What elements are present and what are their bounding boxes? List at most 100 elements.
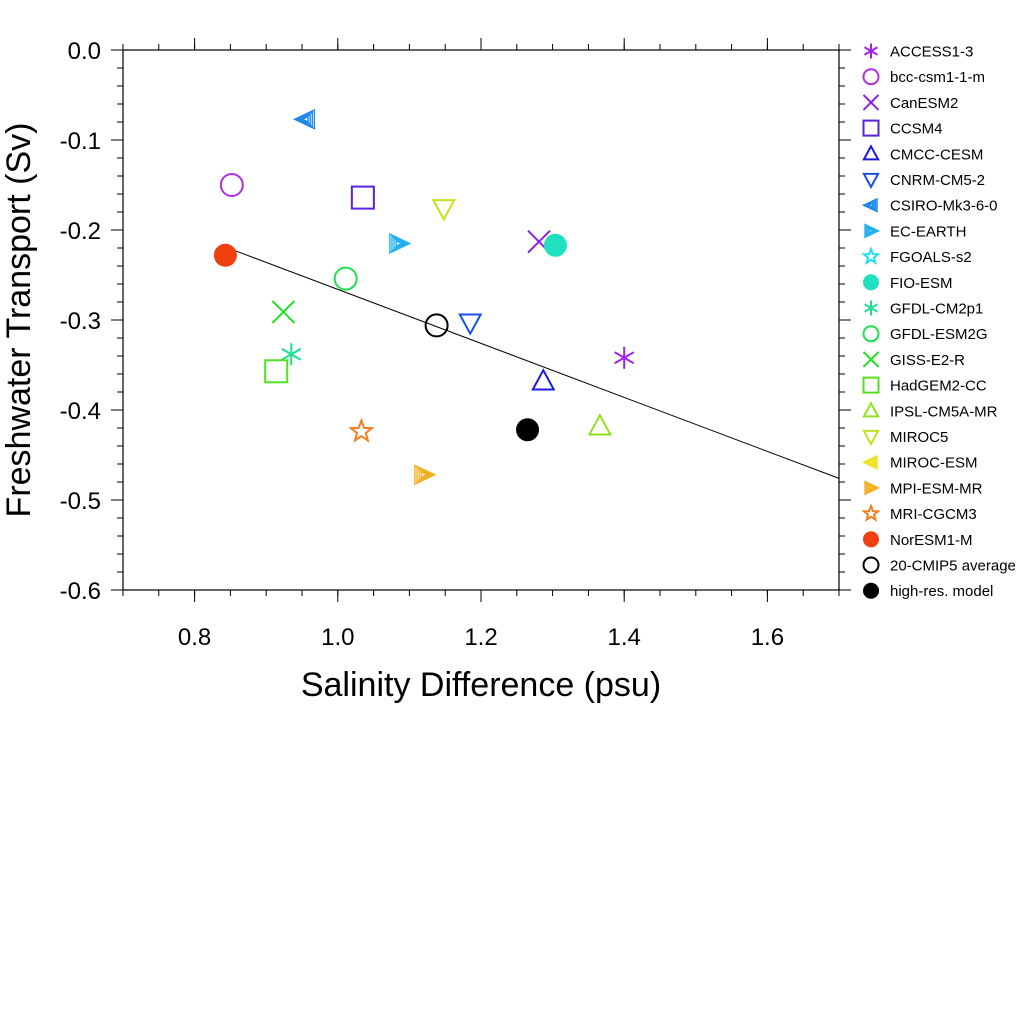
legend-marker (862, 351, 880, 368)
legend-item: MRI-CGCM3 (861, 503, 977, 523)
legend-label: MIROC5 (890, 429, 948, 446)
legend-marker (862, 94, 880, 111)
data-point (281, 343, 302, 366)
legend-marker (862, 172, 880, 190)
legend-item: GFDL-CM2p1 (864, 300, 983, 318)
data-point (516, 418, 540, 442)
legend-marker (862, 325, 880, 343)
data-point (543, 233, 567, 257)
legend-item: NorESM1-M (863, 531, 973, 549)
x-tick-label: 1.6 (751, 624, 784, 651)
legend-marker (864, 43, 878, 59)
data-point (414, 464, 437, 486)
data-point (292, 108, 316, 130)
legend-marker (862, 68, 880, 86)
legend-label: CCSM4 (890, 121, 943, 138)
data-point (271, 300, 296, 324)
legend-item: GISS-E2-R (862, 351, 965, 369)
data-point (389, 233, 412, 254)
legend-marker (862, 401, 880, 418)
data-point (424, 313, 449, 338)
legend-item: EC-EARTH (864, 223, 966, 240)
legend-label: ACCESS1-3 (890, 44, 973, 61)
legend-item: CSIRO-Mk3-6-0 (861, 197, 998, 215)
legend-label: MRI-CGCM3 (890, 506, 977, 523)
data-point (587, 413, 612, 436)
legend-marker (862, 144, 880, 161)
legend: ACCESS1-3 bcc-csm1-1-m CanESM2 CCSM4 CMCC-CE… (861, 43, 1016, 600)
legend-marker (862, 556, 880, 574)
legend-item: high-res. model (863, 582, 993, 600)
legend-label: HadGEM2-CC (890, 378, 987, 395)
legend-label: CMCC-CESM (890, 146, 983, 163)
fit-line (223, 245, 840, 479)
legend-item: IPSL-CM5A-MR (862, 401, 998, 420)
legend-label: CNRM-CM5-2 (890, 172, 985, 189)
data-point (219, 173, 244, 197)
legend-marker (864, 480, 881, 496)
legend-item: MPI-ESM-MR (864, 480, 983, 497)
legend-marker (861, 197, 878, 213)
legend-marker (861, 454, 878, 470)
data-point (458, 313, 483, 336)
legend-item: CMCC-CESM (862, 144, 983, 163)
legend-item: FGOALS-s2 (861, 246, 972, 266)
legend-label: GFDL-ESM2G (890, 326, 988, 343)
data-points (213, 108, 635, 486)
legend-label: high-res. model (890, 583, 993, 600)
data-point (614, 346, 635, 369)
regression-line (223, 245, 840, 479)
data-point (348, 417, 375, 443)
axis-ticks: 0.8 1.0 1.2 1.4 1.6 0.0 -0.1 -0.2 -0.3 -0.4 -0.5 -0… (60, 38, 851, 651)
legend-item: CCSM4 (862, 119, 943, 138)
x-tick-label: 1.4 (608, 624, 641, 651)
legend-marker (864, 223, 881, 239)
y-axis-title: Freshwater Transport (Sv) (0, 123, 38, 518)
legend-label: MPI-ESM-MR (890, 480, 983, 497)
legend-label: GFDL-CM2p1 (890, 301, 983, 318)
y-tick-label: -0.5 (60, 488, 101, 515)
x-tick-label: 0.8 (178, 624, 211, 651)
data-point (531, 368, 556, 391)
legend-marker (862, 119, 880, 137)
legend-item: MIROC-ESM (861, 454, 978, 472)
legend-marker (861, 503, 881, 523)
legend-marker (861, 246, 881, 265)
legend-item: CanESM2 (862, 94, 958, 112)
legend-marker (863, 582, 879, 599)
legend-label: NorESM1-M (890, 532, 973, 549)
legend-marker (862, 429, 880, 447)
legend-item: ACCESS1-3 (864, 43, 973, 61)
plot-frame (122, 49, 840, 591)
legend-label: IPSL-CM5A-MR (890, 403, 998, 420)
data-point (350, 185, 375, 210)
data-point (213, 243, 237, 267)
data-point (431, 199, 456, 222)
legend-label: CanESM2 (890, 95, 958, 112)
legend-marker (863, 531, 879, 548)
legend-item: FIO-ESM (863, 274, 953, 292)
legend-item: CNRM-CM5-2 (862, 172, 985, 190)
legend-label: FIO-ESM (890, 275, 953, 292)
y-tick-label: -0.4 (60, 398, 101, 425)
legend-item: HadGEM2-CC (862, 376, 987, 395)
legend-marker (863, 274, 879, 291)
legend-item: MIROC5 (862, 429, 948, 447)
legend-item: GFDL-ESM2G (862, 325, 988, 343)
legend-marker (864, 300, 878, 316)
legend-label: GISS-E2-R (890, 352, 965, 369)
legend-label: 20-CMIP5 average (890, 558, 1016, 575)
y-tick-label: -0.2 (60, 218, 101, 245)
legend-item: bcc-csm1-1-m (862, 68, 985, 86)
x-tick-label: 1.0 (321, 624, 354, 651)
legend-label: MIROC-ESM (890, 455, 978, 472)
data-point (264, 359, 289, 384)
legend-label: CSIRO-Mk3-6-0 (890, 198, 998, 215)
legend-label: EC-EARTH (890, 223, 966, 240)
legend-marker (862, 376, 880, 394)
x-axis-title: Salinity Difference (psu) (301, 666, 661, 704)
legend-label: bcc-csm1-1-m (890, 69, 985, 86)
y-tick-label: -0.6 (60, 578, 101, 605)
data-point (333, 266, 358, 291)
